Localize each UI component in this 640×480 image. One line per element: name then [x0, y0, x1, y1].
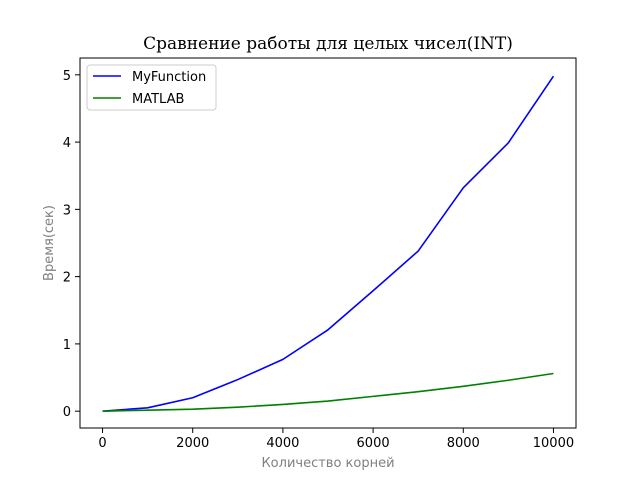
x-axis-label: Количество корней	[261, 456, 394, 471]
y-tick-label: 5	[63, 69, 71, 84]
y-tick-label: 2	[63, 271, 71, 286]
x-tick-label: 0	[98, 436, 106, 451]
series-line-0	[102, 75, 555, 412]
x-axis: 0 2000 4000 6000 8000 10000	[98, 428, 574, 451]
legend: MyFunction MATLAB	[86, 64, 217, 111]
y-tick-label: 4	[63, 136, 71, 151]
legend-label: MyFunction	[132, 70, 206, 85]
x-tick-label: 6000	[357, 436, 390, 451]
x-tick-label: 8000	[447, 436, 480, 451]
y-tick-label: 3	[63, 203, 71, 218]
chart-title: Сравнение работы для целых чисел(INT)	[143, 34, 513, 54]
x-tick-label: 10000	[533, 436, 574, 451]
y-tick-label: 1	[63, 338, 71, 353]
y-axis: 0 1 2 3 4 5	[63, 69, 80, 420]
series-lines	[102, 75, 555, 412]
plot-area: 0 2000 4000 6000 8000 10000 0 1 2 3 4 5	[63, 57, 577, 451]
legend-items: MyFunction MATLAB	[93, 70, 206, 107]
x-tick-label: 2000	[176, 436, 209, 451]
plot-frame	[79, 57, 577, 429]
y-tick-label: 0	[63, 405, 71, 420]
x-tick-label: 4000	[266, 436, 299, 451]
series-line-1	[102, 372, 554, 412]
y-axis-label: Время(сек)	[42, 205, 57, 281]
legend-label: MATLAB	[132, 92, 184, 107]
